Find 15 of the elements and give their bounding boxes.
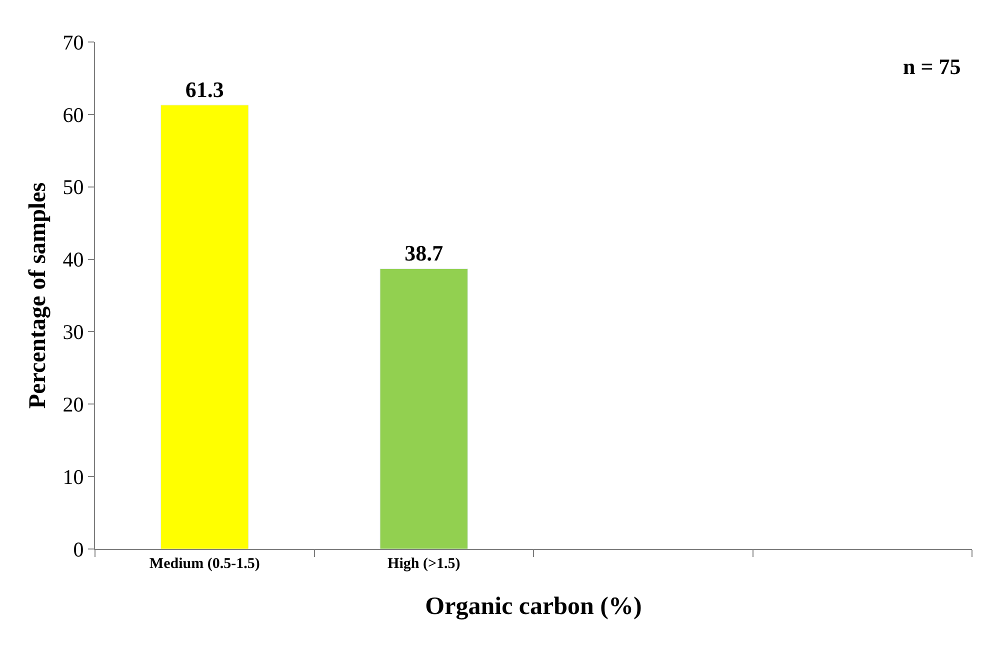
y-tick-label: 40 — [62, 248, 84, 272]
y-tick-label: 70 — [62, 30, 84, 54]
y-tick-label: 10 — [62, 464, 84, 489]
x-tick-label: Medium (0.5-1.5) — [149, 556, 260, 572]
x-axis-title: Organic carbon (%) — [425, 593, 642, 620]
y-tick-label: 60 — [62, 102, 84, 127]
y-tick-label: 0 — [73, 537, 84, 562]
data-label: 38.7 — [404, 240, 444, 266]
y-tick-label: 20 — [62, 392, 84, 416]
annotation: n = 75 — [903, 54, 961, 79]
y-tick-label: 50 — [62, 175, 84, 200]
y-tick-label: 30 — [62, 320, 84, 344]
x-tick-label: High (>1.5) — [388, 556, 460, 572]
data-label: 61.3 — [185, 77, 224, 102]
y-axis-title: Percentage of samples — [24, 182, 51, 409]
